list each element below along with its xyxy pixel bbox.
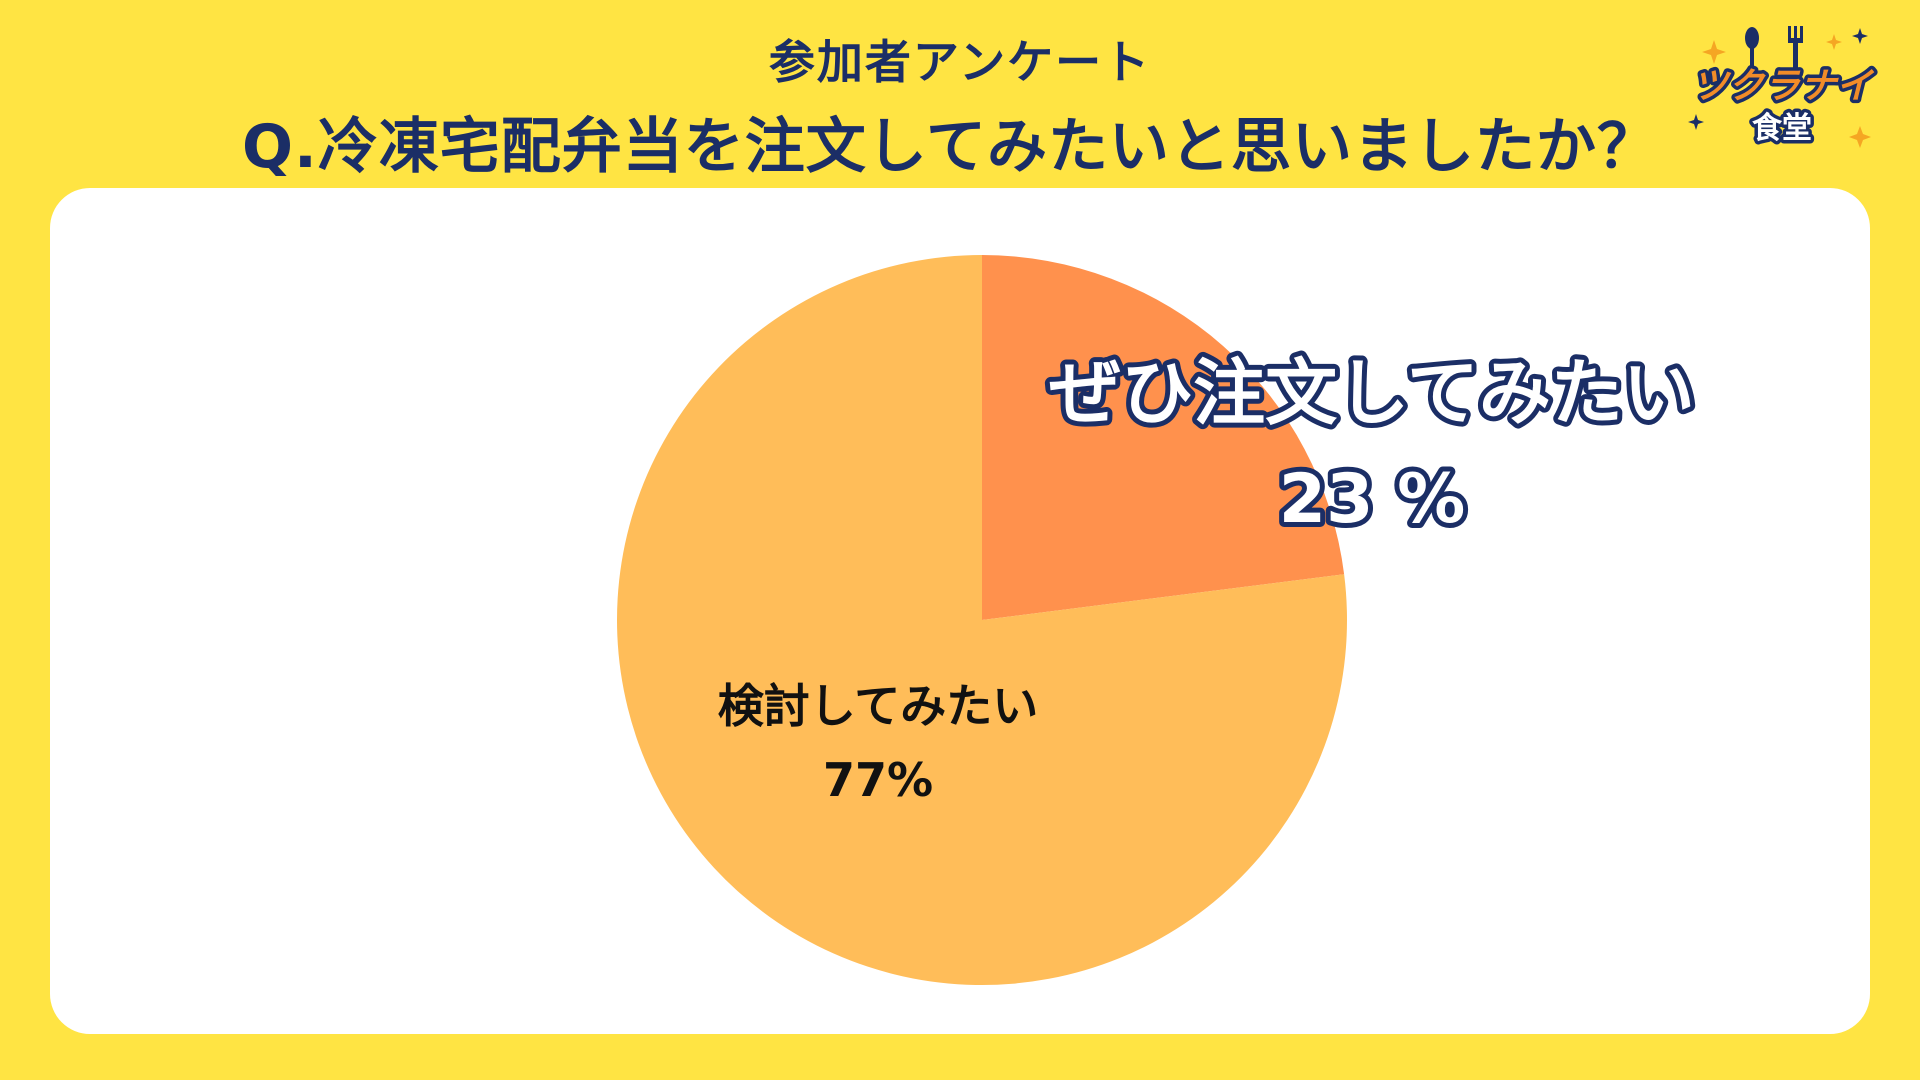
logo: ツクラナイ 食堂 bbox=[1688, 26, 1878, 150]
slice-value-label-1: 23 % bbox=[1279, 460, 1465, 539]
pie-slice-1 bbox=[982, 255, 1345, 620]
page-title: Q.冷凍宅配弁当を注文してみたいと思いましたか？ bbox=[242, 112, 1658, 182]
logo-line2: 食堂 bbox=[1752, 111, 1812, 146]
page-subtitle: 参加者アンケート bbox=[768, 35, 1152, 89]
slice-value-label-2: 77% bbox=[823, 753, 933, 807]
slice-label-2: 検討してみたい bbox=[718, 679, 1039, 733]
logo-line1: ツクラナイ bbox=[1692, 66, 1875, 107]
sparkle-icon bbox=[1688, 28, 1871, 148]
pie-slice-2 bbox=[616, 255, 1347, 986]
slice-label-1: ぜひ注文してみたい bbox=[1049, 351, 1695, 435]
header: 参加者アンケート Q.冷凍宅配弁当を注文してみたいと思いましたか？ bbox=[0, 0, 1920, 182]
fork-spoon-icon bbox=[1745, 26, 1803, 72]
